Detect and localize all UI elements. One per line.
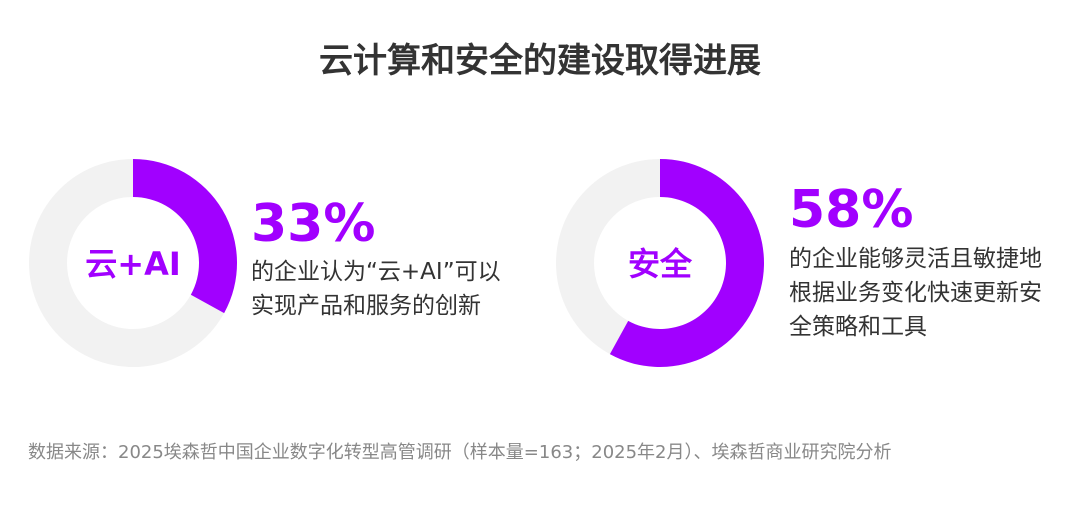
donut-slice [133, 159, 237, 314]
description-cloud-ai: 的企业认为“云+AI”可以实现产品和服务的创新 [251, 259, 501, 319]
source-note: 数据来源：2025埃森哲中国企业数字化转型高管调研（样本量=163；2025年2… [28, 442, 892, 463]
donut-chart-cloud-ai: 云+AI [29, 159, 237, 367]
description-security: 的企业能够灵活且敏捷地根据业务变化快速更新安全策略和工具 [789, 246, 1042, 340]
donut-center-label: 安全 [628, 245, 693, 283]
value-label-security: 58% [789, 180, 914, 240]
donut-slice [609, 159, 764, 367]
donut-chart-security: 安全 [556, 159, 764, 367]
page-title: 云计算和安全的建设取得进展 [319, 41, 761, 81]
donut-center-label: 云+AI [85, 245, 181, 283]
value-label-cloud-ai: 33% [251, 194, 376, 254]
